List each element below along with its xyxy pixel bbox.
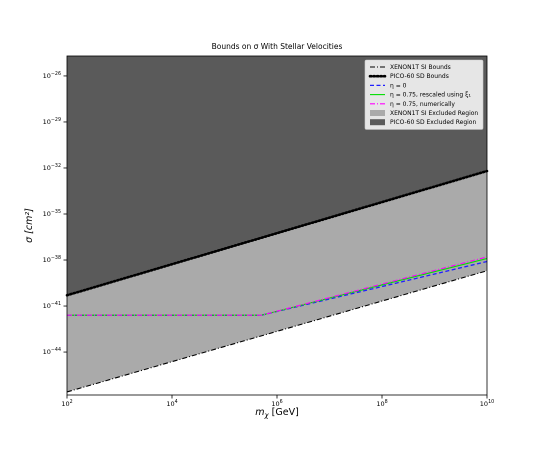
y-tick-label-2: 10−38 — [43, 255, 61, 264]
series-line-1 — [65, 169, 489, 297]
x-axis-label: mχ [GeV] — [255, 407, 299, 420]
series-line-4 — [67, 256, 488, 316]
series-line-0 — [66, 270, 488, 393]
bound-lines — [65, 169, 489, 393]
x-tick-label-4: 1010 — [480, 399, 494, 408]
x-ticks: 102 104 106 108 1010 — [61, 395, 494, 408]
legend-label-3: η = 0.75, rescaled using ξ₁ — [390, 92, 471, 99]
y-tick-label-1: 10−41 — [43, 301, 61, 310]
y-tick-label-0: 10−44 — [43, 347, 61, 356]
y-tick-label-4: 10−32 — [43, 163, 61, 172]
legend-region-label-0: XENON1T SI Excluded Region — [390, 110, 478, 117]
x-tick-label-2: 106 — [271, 399, 282, 408]
legend-box — [364, 59, 484, 130]
y-axis-label: σ [cm²] — [24, 208, 35, 243]
legend-label-4: η = 0.75, numerically — [390, 101, 455, 108]
legend: XENON1T SI Bounds PICO-60 SD Bounds η = 0 η… — [364, 59, 484, 130]
x-tick-label-3: 108 — [376, 399, 387, 408]
y-tick-label-5: 10−29 — [43, 117, 61, 126]
chart-title: Bounds on σ With Stellar Velocities — [212, 42, 343, 51]
legend-label-0: XENON1T SI Bounds — [390, 64, 451, 71]
y-tick-label-3: 10−35 — [43, 209, 61, 218]
legend-swatch-0 — [370, 110, 385, 116]
y-ticks: 10−44 10−41 10−38 10−35 10−32 10−29 10−26 — [43, 71, 67, 356]
y-tick-label-6: 10−26 — [43, 71, 61, 80]
legend-label-2: η = 0 — [390, 82, 407, 89]
x-tick-label-0: 102 — [61, 399, 72, 408]
xenon1t-si-excluded-region — [67, 171, 487, 392]
x-tick-label-1: 104 — [166, 399, 177, 408]
legend-swatch-1 — [370, 119, 385, 126]
legend-label-1: PICO-60 SD Bounds — [390, 73, 449, 80]
legend-region-label-1: PICO-60 SD Excluded Region — [390, 119, 476, 126]
